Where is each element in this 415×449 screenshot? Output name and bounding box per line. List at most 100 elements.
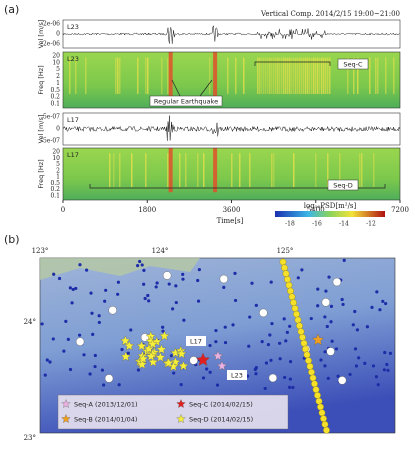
- epicenter: [323, 364, 327, 368]
- epicenter: [104, 288, 108, 292]
- epicenter: [103, 299, 107, 303]
- star: [145, 351, 157, 361]
- epicenter: [161, 325, 165, 329]
- epicenter: [323, 350, 327, 354]
- epicenter: [154, 285, 158, 289]
- epicenter: [370, 305, 374, 309]
- track: 2e-06 0 -2e-06 L23 Vel [m/s]: [37, 20, 401, 48]
- track-point: [312, 386, 320, 393]
- epicenter: [147, 299, 151, 303]
- spectrogram-stripe: [115, 57, 117, 94]
- y-tick-label: 0.5: [50, 180, 60, 187]
- epicenter: [214, 328, 218, 333]
- spectrogram-stripe: [321, 57, 323, 94]
- epicenter: [248, 315, 252, 319]
- star: [176, 399, 186, 408]
- spectrogram-stripe: [319, 57, 321, 94]
- epicenter: [384, 301, 388, 306]
- y-tick-label: 0.2: [50, 186, 60, 193]
- spectrogram-stripe: [309, 57, 311, 94]
- spectrogram-stripe: [231, 153, 233, 187]
- spectrogram-stripe: [259, 57, 261, 94]
- epicenter: [91, 332, 95, 336]
- spectrogram-stripe: [347, 57, 349, 94]
- frame: [62, 51, 401, 109]
- epicenter: [78, 333, 82, 337]
- spectrogram-stripe: [369, 57, 371, 94]
- track-point: [291, 304, 299, 312]
- epicenter: [287, 385, 292, 389]
- track-point: [290, 299, 297, 306]
- y-tick-label: 1: [56, 80, 60, 87]
- star: [61, 414, 71, 423]
- annotation: Regular Earthquake: [154, 98, 218, 106]
- track-point: [287, 287, 294, 295]
- spectrogram-stripe: [271, 57, 273, 94]
- track-point: [314, 391, 321, 399]
- spectrogram-stripe: [109, 153, 111, 187]
- y-tick-label: 0: [56, 31, 60, 38]
- star: [155, 352, 166, 362]
- track-point: [308, 368, 315, 376]
- star: [61, 399, 71, 408]
- epicenter: [116, 280, 121, 284]
- spectrogram-stripe: [295, 57, 297, 94]
- epicenter: [260, 340, 264, 344]
- star: [178, 360, 189, 371]
- spectrogram-stripe: [203, 153, 205, 187]
- spectrogram-stripe: [117, 57, 119, 94]
- epicenter: [330, 339, 334, 343]
- epicenter: [375, 290, 379, 294]
- epicenter: [179, 383, 183, 387]
- y-tick-label: 0.1: [50, 193, 60, 200]
- legend-box: [57, 394, 289, 430]
- station-box: [227, 370, 247, 380]
- spectrogram-stripe: [275, 57, 277, 94]
- track-point: [321, 420, 329, 428]
- lon-tick-label: 123°: [32, 247, 49, 255]
- spectrogram-stripe: [179, 153, 181, 187]
- epicenter: [66, 337, 70, 341]
- panel-label: (b): [4, 233, 20, 246]
- epicenter: [116, 292, 120, 296]
- epicenter: [68, 286, 72, 290]
- y-tick-label: 10: [52, 155, 60, 162]
- spectrogram-stripe: [197, 153, 199, 187]
- y-tick-label: 5e-07: [43, 114, 60, 121]
- panel-label: (a): [4, 3, 19, 16]
- epicenter: [74, 286, 78, 291]
- epicenter: [142, 282, 146, 286]
- epicenter: [155, 281, 159, 285]
- epicenter: [138, 259, 142, 264]
- epicenter: [291, 385, 295, 390]
- track-point: [288, 293, 296, 301]
- track-point: [300, 339, 308, 347]
- annotation: Seq-D: [333, 182, 353, 190]
- colorbar-tick-label: -18: [285, 221, 295, 228]
- spectrogram-stripe: [265, 57, 267, 94]
- epicenter: [57, 276, 62, 281]
- y-tick-label: 2e-06: [43, 21, 60, 28]
- station-site: [108, 306, 117, 315]
- epicenter: [283, 375, 287, 380]
- track-point: [306, 362, 314, 370]
- legend-label: Seq-D (2014/02/15): [189, 416, 253, 424]
- epicenter: [167, 282, 171, 286]
- spectrogram-stripe: [249, 153, 251, 187]
- epicenter: [324, 289, 328, 293]
- star: [120, 351, 131, 362]
- epicenter: [288, 324, 292, 328]
- lat-tick-label: 23°: [24, 434, 36, 442]
- spectrogram-stripe: [145, 153, 147, 187]
- y-tick-label: 5: [56, 161, 60, 168]
- epicenter: [319, 358, 323, 362]
- lat-tick-label: 24°: [24, 318, 36, 326]
- star: [143, 343, 155, 354]
- spectrogram-stripe: [359, 153, 361, 187]
- epicenter: [365, 325, 369, 329]
- track-point: [279, 258, 287, 266]
- y-tick-label: 10: [52, 59, 60, 66]
- spectrogram-stripe: [289, 57, 291, 94]
- epicenter: [181, 277, 185, 281]
